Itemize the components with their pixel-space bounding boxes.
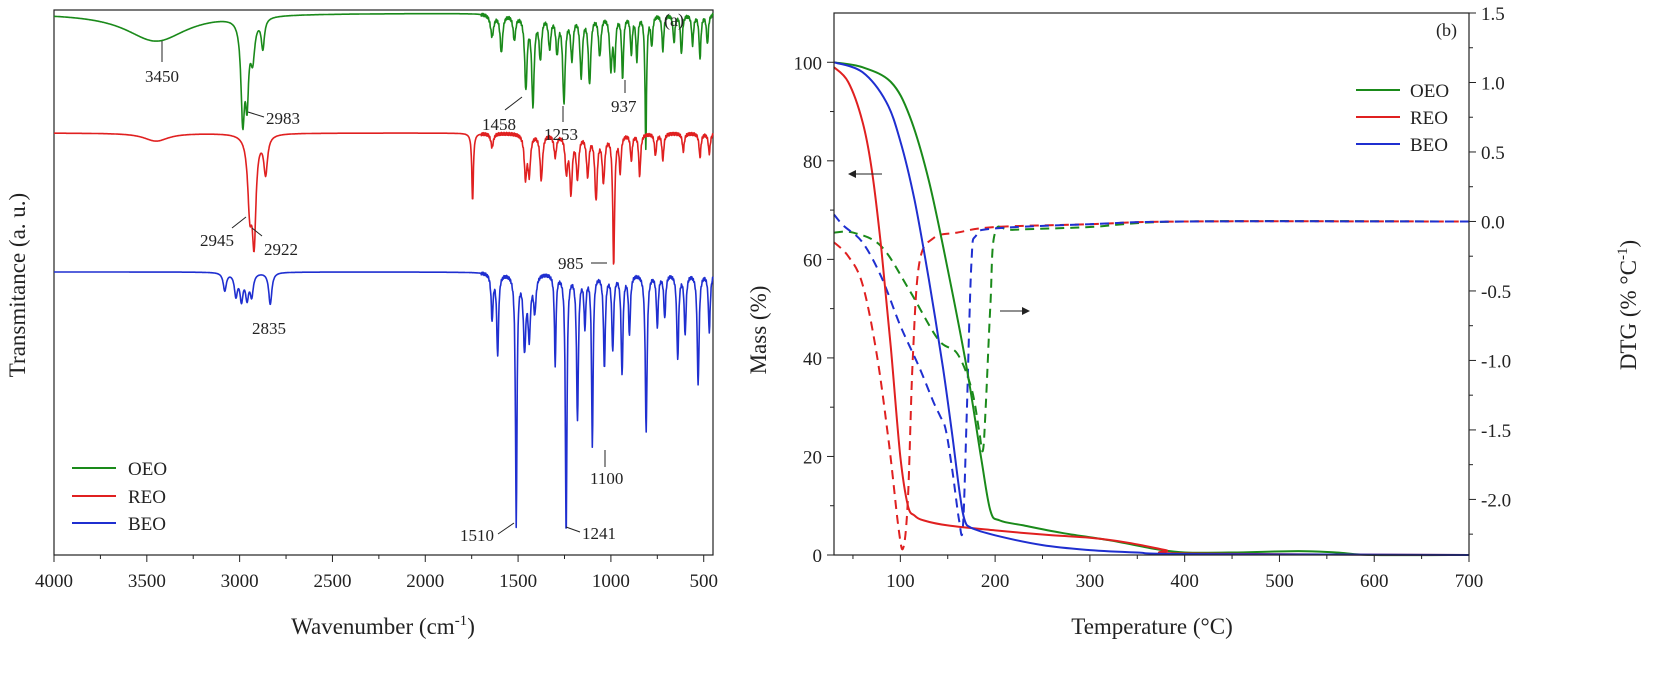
y-left-tick-label: 80 bbox=[803, 152, 822, 173]
annotation-arrow-2945 bbox=[231, 216, 247, 229]
annotation-1510: 1510 bbox=[460, 526, 494, 545]
x-tick-label: 1000 bbox=[592, 571, 630, 592]
x-tick-label: 4000 bbox=[35, 571, 73, 592]
x-tick-label: 3500 bbox=[128, 571, 166, 592]
mass-line-reo bbox=[833, 66, 1470, 556]
panel-b-y-left-axis-label: Mass (%) bbox=[746, 286, 771, 375]
legend-label-beo-b: BEO bbox=[1410, 135, 1448, 156]
panel-b-x-axis-label: Temperature (°C) bbox=[1071, 614, 1232, 639]
legend-label-reo-a: REO bbox=[128, 487, 166, 508]
ftir-line-oeo bbox=[53, 12, 714, 151]
arrow-to-dtg-axis-head bbox=[1022, 307, 1030, 315]
annotation-arrow-1241 bbox=[565, 526, 581, 533]
panel-b-frame bbox=[833, 12, 1470, 556]
annotation-arrow-2983 bbox=[247, 111, 265, 118]
legend-label-oeo-b: OEO bbox=[1410, 81, 1449, 102]
arrow-to-mass-axis-head bbox=[848, 170, 856, 178]
panel-a-legend: OEO REO BEO bbox=[72, 459, 167, 535]
x-tick-label: 500 bbox=[1265, 571, 1294, 592]
y-left-tick-label: 60 bbox=[803, 250, 822, 271]
annotation-985: 985 bbox=[558, 254, 584, 273]
x-tick-label: 500 bbox=[689, 571, 718, 592]
panel-b-y-right-axis-label-sup: -1 bbox=[1615, 248, 1631, 261]
y-left-tick-label: 20 bbox=[803, 447, 822, 468]
x-tick-label: 200 bbox=[981, 571, 1010, 592]
x-tick-label: 700 bbox=[1455, 571, 1484, 592]
annotation-arrow-1458 bbox=[504, 96, 523, 111]
ftir-line-beo bbox=[53, 271, 714, 529]
panel-a-x-axis-label: Wavenumber (cm-1) bbox=[291, 613, 475, 639]
y-right-tick-label: -2.0 bbox=[1481, 490, 1511, 511]
panel-b-series bbox=[833, 61, 1470, 557]
panel-a: 4000 3500 3000 2500 2000 1500 1000 500 (a) Wave… bbox=[5, 9, 718, 639]
mass-line-beo bbox=[833, 61, 1470, 556]
x-tick-label: 600 bbox=[1360, 571, 1389, 592]
annotation-1241: 1241 bbox=[582, 524, 616, 543]
y-right-tick-label: -0.5 bbox=[1481, 282, 1511, 303]
legend-label-reo-b: REO bbox=[1410, 108, 1448, 129]
legend-label-oeo-a: OEO bbox=[128, 459, 167, 480]
x-tick-label: 100 bbox=[886, 571, 915, 592]
annotation-1458: 1458 bbox=[482, 115, 516, 134]
x-tick-label: 1500 bbox=[499, 571, 537, 592]
x-tick-label: 300 bbox=[1076, 571, 1105, 592]
annotation-arrow-2922 bbox=[251, 227, 263, 237]
annotation-937: 937 bbox=[611, 97, 637, 116]
y-right-tick-label: 0.0 bbox=[1481, 212, 1505, 233]
panel-b-ticks: 100 200 300 400 500 600 700 0 20 40 60 80 100 -2.0 -1.… bbox=[794, 4, 1512, 592]
ftir-line-reo bbox=[53, 131, 714, 265]
panel-b-y-right-axis-label: DTG (% °C-1) bbox=[1615, 240, 1641, 370]
x-tick-label: 400 bbox=[1170, 571, 1199, 592]
y-right-tick-label: 1.5 bbox=[1481, 4, 1505, 25]
y-left-tick-label: 0 bbox=[813, 546, 823, 567]
panel-b-legend: OEO REO BEO bbox=[1356, 81, 1449, 156]
dtg-line-reo bbox=[833, 220, 1470, 551]
legend-label-beo-a: BEO bbox=[128, 514, 166, 535]
x-tick-label: 3000 bbox=[221, 571, 259, 592]
y-right-tick-label: 0.5 bbox=[1481, 143, 1505, 164]
y-left-tick-label: 100 bbox=[794, 53, 823, 74]
y-right-tick-label: 1.0 bbox=[1481, 73, 1505, 94]
panel-a-x-axis-label-sup: -1 bbox=[455, 613, 468, 629]
annotation-1100: 1100 bbox=[590, 469, 623, 488]
y-left-tick-label: 40 bbox=[803, 349, 822, 370]
x-tick-label: 2500 bbox=[313, 571, 351, 592]
panel-a-annotations: 3450 2983 1458 1253 937 2945 2922 985 28… bbox=[145, 41, 637, 545]
y-right-tick-label: -1.0 bbox=[1481, 351, 1511, 372]
dtg-line-oeo bbox=[833, 220, 1470, 453]
y-right-tick-label: -1.5 bbox=[1481, 421, 1511, 442]
panel-a-series bbox=[53, 12, 714, 529]
panel-b: 100 200 300 400 500 600 700 0 20 40 60 80 100 -2.0 -1.… bbox=[746, 4, 1641, 639]
panel-b-label: (b) bbox=[1436, 20, 1457, 41]
panel-a-y-axis-label: Transmitance (a. u.) bbox=[5, 193, 30, 377]
annotation-3450: 3450 bbox=[145, 67, 179, 86]
panel-a-x-ticks: 4000 3500 3000 2500 2000 1500 1000 500 bbox=[35, 555, 718, 592]
dtg-line-beo bbox=[833, 213, 1470, 537]
annotation-2945: 2945 bbox=[200, 231, 234, 250]
annotation-2922: 2922 bbox=[264, 240, 298, 259]
panel-a-frame bbox=[53, 9, 714, 556]
panel-a-label: (a) bbox=[664, 10, 684, 31]
annotation-2983: 2983 bbox=[266, 109, 300, 128]
annotation-1253: 1253 bbox=[544, 125, 578, 144]
x-tick-label: 2000 bbox=[406, 571, 444, 592]
annotation-arrow-1510 bbox=[497, 522, 515, 535]
mass-line-oeo bbox=[833, 61, 1470, 557]
axis-indicator-arrows bbox=[848, 170, 1030, 315]
annotation-2835: 2835 bbox=[252, 319, 286, 338]
